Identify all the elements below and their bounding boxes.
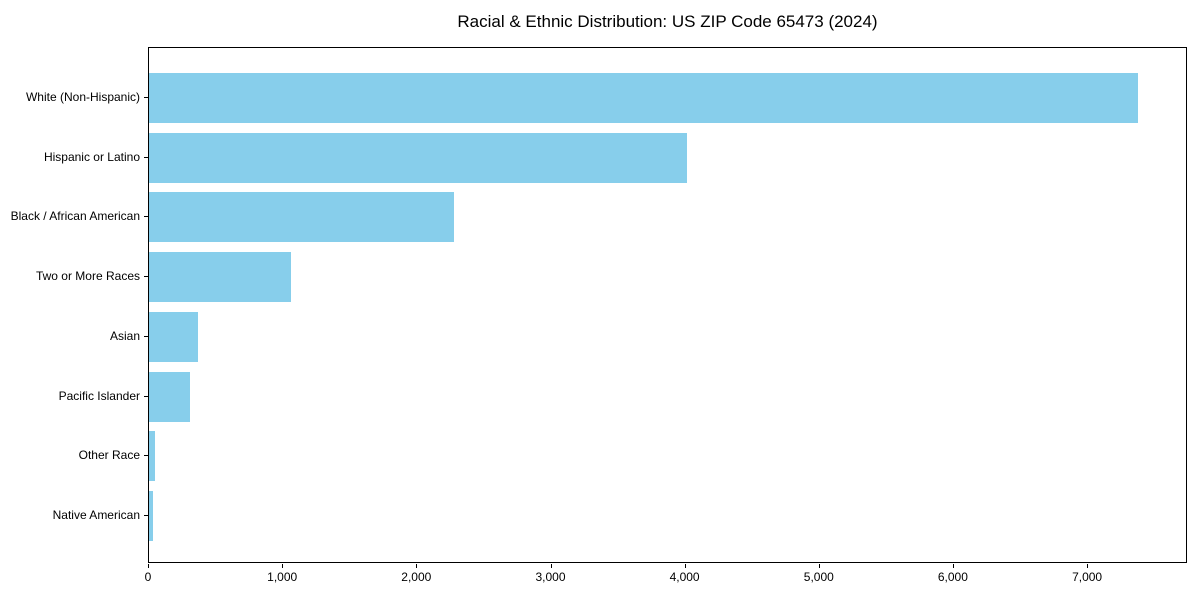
y-axis-label-hispanic-or-latino: Hispanic or Latino — [43, 149, 140, 164]
bar-native-american — [149, 490, 153, 541]
x-tick-mark — [148, 564, 149, 568]
y-axis-label-two-or-more-races: Two or More Races — [35, 269, 140, 284]
x-tick-label-7000: 7,000 — [1072, 570, 1103, 584]
bar-black-african-american — [149, 192, 454, 243]
x-tick-label-4000: 4,000 — [669, 570, 700, 584]
plot-area — [148, 47, 1187, 563]
y-tick-mark — [144, 97, 148, 98]
y-tick-mark — [144, 156, 148, 158]
x-tick-mark — [1087, 564, 1089, 568]
x-tick-label-2000: 2,000 — [401, 570, 432, 584]
x-tick-mark — [416, 564, 418, 568]
y-tick-mark — [144, 276, 148, 278]
y-axis-label-pacific-islander: Pacific Islander — [58, 388, 140, 403]
bar-asian — [149, 311, 198, 362]
bar-pacific-islander — [149, 371, 190, 422]
y-tick-mark — [144, 335, 148, 337]
bar-hispanic-or-latino — [149, 132, 687, 183]
x-tick-mark — [550, 564, 552, 568]
x-tick-label-3000: 3,000 — [535, 570, 566, 584]
bar-two-or-more-races — [149, 252, 291, 303]
y-axis-label-native-american: Native American — [52, 507, 140, 522]
x-tick-label-5000: 5,000 — [803, 570, 834, 584]
y-axis-label-white-non-hispanic: White (Non-Hispanic) — [25, 90, 140, 104]
y-tick-mark — [144, 514, 148, 516]
y-axis-label-other-race: Other Race — [78, 448, 140, 463]
x-tick-mark — [818, 564, 820, 568]
y-tick-mark — [144, 216, 148, 218]
bar-other-race — [149, 431, 155, 482]
y-tick-mark — [144, 455, 148, 457]
bar-white-non-hispanic — [149, 73, 1138, 123]
x-tick-mark — [952, 564, 954, 568]
y-axis-label-black-african-american: Black / African American — [10, 209, 140, 224]
x-tick-mark — [282, 564, 284, 568]
chart-title: Racial & Ethnic Distribution: US ZIP Cod… — [457, 12, 878, 31]
x-tick-label-1000: 1,000 — [267, 570, 298, 584]
x-tick-label-0: 0 — [144, 570, 152, 584]
x-tick-label-6000: 6,000 — [937, 570, 968, 584]
y-axis-label-asian: Asian — [109, 328, 140, 343]
x-tick-mark — [684, 564, 686, 568]
y-tick-mark — [144, 395, 148, 397]
